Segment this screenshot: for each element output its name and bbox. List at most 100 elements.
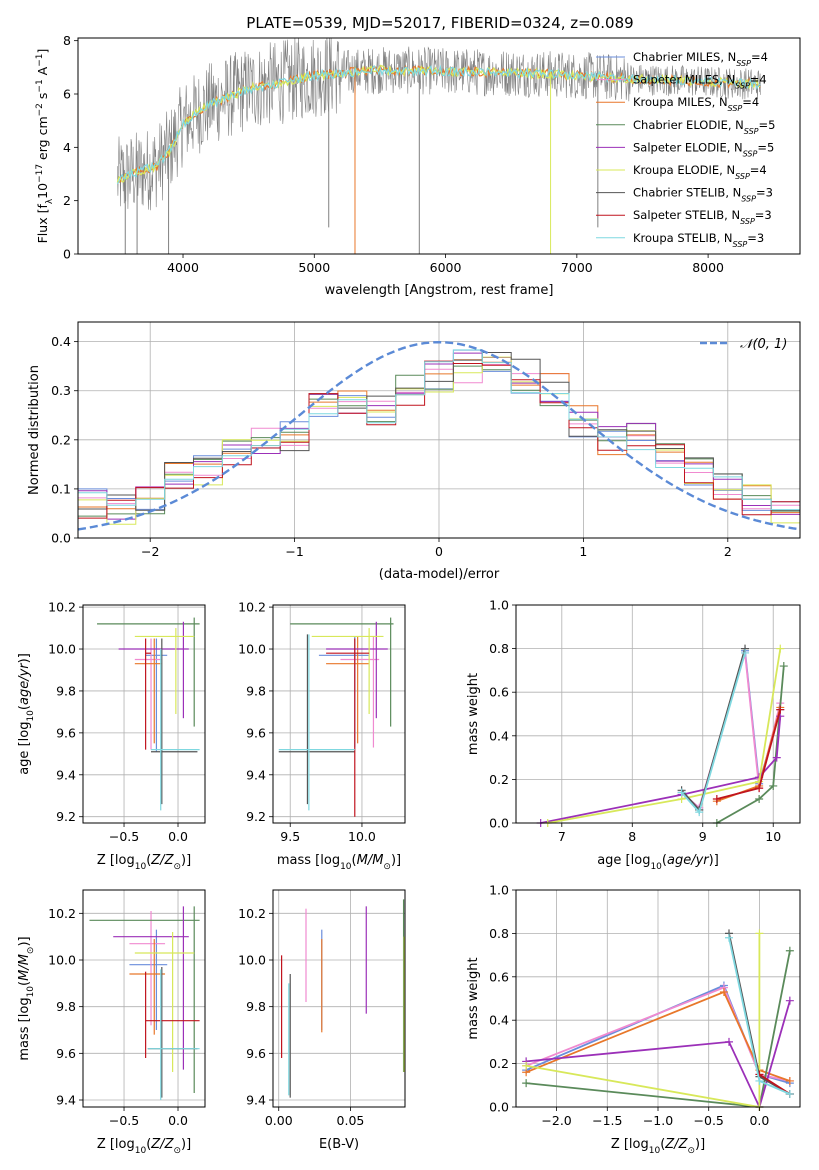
mass-weight-line (758, 1073, 791, 1095)
x-tick-label: −1 (285, 544, 303, 559)
mass-weight-marker (755, 795, 764, 804)
x-tick-label: 0.05 (337, 1113, 365, 1128)
mass-weight-marker (779, 662, 788, 671)
residual-histogram (78, 352, 800, 511)
axis-label: Z [log10(Z/Z⊙)] (97, 1137, 191, 1156)
plot-area-age_vs_mass (278, 617, 394, 817)
y-tick-label: 9.4 (246, 767, 266, 782)
y-tick-label: 0.3 (51, 383, 71, 398)
axes-frame (272, 889, 406, 1108)
y-tick-label: 9.8 (56, 999, 76, 1014)
mass-weight-marker (785, 1089, 794, 1098)
y-tick-label: 10.2 (238, 600, 266, 615)
axis-label: wavelength [Angstrom, rest frame] (325, 283, 554, 298)
y-tick-label: 10.0 (48, 953, 76, 968)
axes-frame (515, 604, 801, 824)
panel-age_vs_mass: 9.5 10.0 9.2 9.4 9.6 9.8 10.0 10.2 mass [log10(M… (238, 600, 406, 872)
mass-weight-marker (755, 929, 764, 938)
axis-label: mass weight (466, 673, 481, 755)
axis-label: mass [log10(M/M⊙)] (277, 853, 401, 872)
x-tick-label: 10.0 (348, 829, 376, 844)
mass-weight-marker (522, 1079, 531, 1088)
x-tick-label: 6000 (430, 260, 462, 275)
mass-weight-marker (725, 1037, 733, 1046)
y-tick-label: 9.2 (56, 809, 76, 824)
y-tick-label: 10.0 (238, 642, 266, 657)
y-tick-label: 10.0 (238, 953, 266, 968)
panel-age_vs_Z: −0.5 0.0 9.2 9.4 9.6 9.8 10.0 10.2 Z [log10(Z/Z⊙… (17, 600, 206, 872)
x-tick-label: 0.0 (168, 829, 188, 844)
legend-label: Chabrier MILES, NSSP=4 (633, 50, 768, 68)
x-tick-label: −0.5 (109, 1113, 139, 1128)
x-tick-label: 8000 (692, 260, 724, 275)
y-tick-label: 1.0 (489, 883, 509, 898)
panel-spectrum: 4000 5000 6000 7000 8000 0 2 4 6 8 wavelength [Ang… (35, 33, 801, 298)
normal-curve (77, 340, 801, 531)
axes-frame (272, 604, 406, 824)
plot-area-residuals (77, 340, 801, 531)
y-tick-label: 0.2 (51, 432, 71, 447)
axis-label: age [log10(age/yr)] (17, 653, 36, 775)
residual-histogram (78, 349, 800, 511)
legend-label: Chabrier STELIB, NSSP=3 (633, 186, 773, 204)
y-tick-label: 10.2 (48, 906, 76, 921)
panel-mass_vs_ebv: 0.00 0.05 9.4 9.6 9.8 10.0 10.2 E(B-V) (238, 889, 406, 1152)
y-tick-label: 9.2 (246, 809, 266, 824)
y-tick-label: 8 (63, 33, 71, 48)
mass-weight-line (680, 650, 782, 812)
legend-label: Salpeter ELODIE, NSSP=5 (633, 140, 774, 158)
mass-weight-marker (785, 1076, 794, 1085)
y-tick-label: 9.6 (56, 725, 76, 740)
legend-label: Chabrier ELODIE, NSSP=5 (633, 118, 775, 136)
residual-histogram (78, 365, 800, 517)
y-tick-label: 9.8 (246, 683, 266, 698)
axis-label: mass [log10(M/M⊙)] (17, 936, 36, 1060)
residual-histogram (78, 360, 800, 519)
axis-label: (data-model)/error (379, 567, 500, 582)
y-tick-label: 2 (63, 193, 71, 208)
y-tick-label: 10.2 (238, 906, 266, 921)
legend-label: Kroupa MILES, NSSP=4 (633, 95, 759, 113)
plot-area-mass_vs_ebv (281, 899, 405, 1098)
x-tick-label: −1.5 (592, 1113, 622, 1128)
panel-mass_vs_Z: −0.5 0.0 9.4 9.6 9.8 10.0 10.2 Z [log10(Z/Z⊙)] m… (17, 889, 206, 1156)
y-tick-label: 10.2 (48, 600, 76, 615)
mass-weight-line (547, 648, 782, 824)
y-tick-label: 0.8 (489, 926, 509, 941)
y-tick-label: 0.4 (489, 1013, 509, 1028)
mass-weight-marker (769, 781, 778, 790)
axis-label: Normed distribution (27, 365, 42, 495)
y-tick-label: 0.0 (489, 816, 509, 831)
legend-label: Kroupa ELODIE, NSSP=4 (633, 163, 767, 181)
x-tick-label: −1.0 (643, 1113, 673, 1128)
plot-area-mass_vs_Z (89, 906, 200, 1100)
mass-weight-marker (719, 987, 728, 996)
y-tick-label: 0.2 (489, 772, 509, 787)
mass-weight-marker (522, 1061, 531, 1070)
x-tick-label: 9 (699, 829, 707, 844)
residual-histogram (78, 359, 800, 514)
x-tick-label: 5000 (298, 260, 330, 275)
mass-weight-marker (772, 753, 781, 762)
mass-weight-line (681, 652, 782, 810)
residual-histogram (78, 352, 800, 520)
mass-weight-marker (776, 705, 785, 714)
x-tick-label: 7 (558, 829, 566, 844)
x-tick-label: −2 (141, 544, 159, 559)
residual-histogram (78, 356, 800, 525)
y-tick-label: 0.8 (489, 641, 509, 656)
x-tick-label: 4000 (167, 260, 199, 275)
mass-weight-marker (755, 1076, 764, 1085)
x-tick-label: 0 (435, 544, 443, 559)
plot-area-mw_vs_age (536, 644, 788, 827)
plots-layer: 4000 5000 6000 7000 8000 0 2 4 6 8 wavelength [Ang… (17, 33, 801, 1156)
plot-area-age_vs_Z (97, 617, 200, 811)
plot-area-spectrum (116, 38, 761, 254)
mass-weight-marker (785, 996, 794, 1005)
x-tick-label: −2.0 (541, 1113, 571, 1128)
legend-label: Salpeter MILES, NSSP=4 (633, 73, 767, 91)
axis-label: Z [log10(Z/Z⊙)] (611, 1137, 705, 1156)
mass-weight-line (680, 648, 746, 812)
y-tick-label: 9.4 (56, 1093, 76, 1108)
